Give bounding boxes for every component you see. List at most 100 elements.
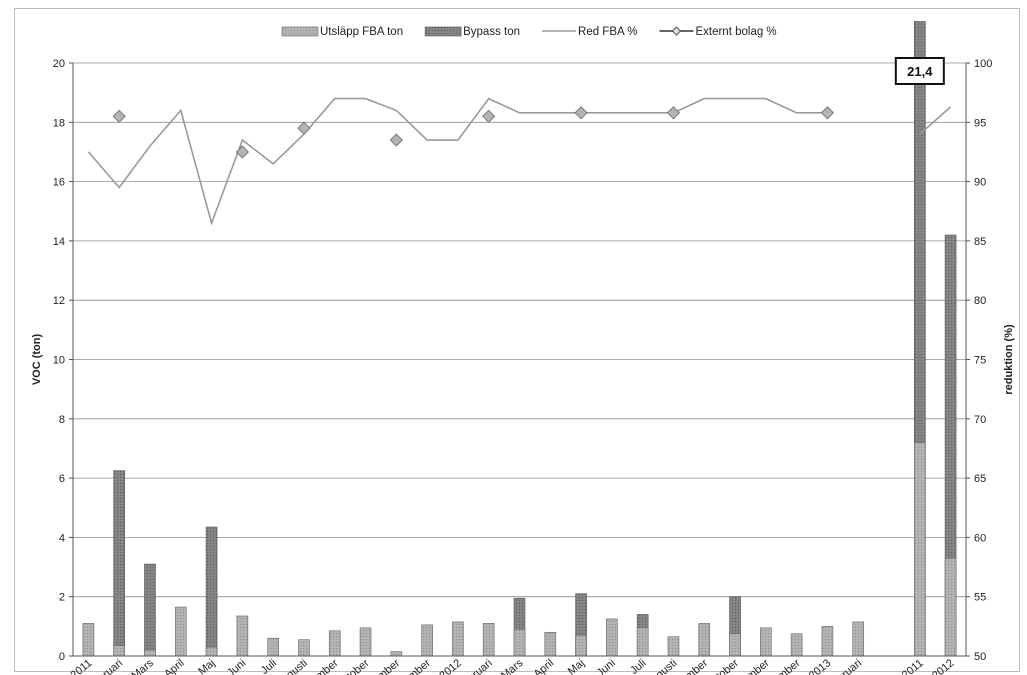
marker-externt-bolag [297, 121, 311, 135]
y2-tick-label: 95 [974, 117, 986, 129]
legend-label: Utsläpp FBA ton [320, 26, 403, 38]
series-lines [87, 97, 952, 226]
marker-externt-bolag [574, 106, 588, 120]
bar-utslapp [421, 624, 433, 657]
marker-externt-bolag [389, 133, 403, 147]
legend-swatch-dark [424, 26, 462, 37]
y2-tick-label: 60 [974, 532, 986, 544]
bar-bypass [113, 470, 125, 657]
legend-label: Externt bolag % [695, 26, 776, 38]
bar-utslapp [390, 651, 403, 657]
y2-axis-title: reduktion (%) [1003, 324, 1015, 395]
y-tick-label: 10 [53, 355, 65, 367]
bar-utslapp [328, 630, 341, 657]
bar-utslapp [267, 637, 279, 657]
bar-utslapp [452, 621, 464, 657]
x-tick-label: Juni [225, 657, 248, 675]
bar-utslapp [482, 623, 495, 657]
y2-tick-label: 55 [974, 592, 986, 604]
x-tick-label: Augusti [274, 657, 310, 675]
bar-utslapp [298, 639, 310, 657]
y-tick-label: 20 [53, 58, 65, 70]
bar-bypass [144, 563, 156, 657]
x-tick-label: Mars [129, 657, 156, 675]
bar-utslapp [821, 626, 834, 657]
legend-entry: Red FBA % [542, 26, 637, 38]
x-tick-label: Maj [196, 657, 217, 675]
bar-utslapp [575, 634, 587, 657]
y-tick-label: 6 [59, 473, 65, 485]
marker-externt-bolag [235, 145, 249, 159]
chart-frame [14, 8, 1020, 672]
bar-utslapp [174, 606, 187, 657]
x-tick-label: Augusti [644, 657, 680, 675]
legend: Utsläpp FBA ton Bypass ton Red FBA % Extern… [281, 26, 777, 38]
line-red-fba [87, 97, 828, 226]
y2-tick-label: 75 [974, 355, 986, 367]
marker-externt-bolag [112, 109, 126, 123]
y2-tick-label: 80 [974, 295, 986, 307]
x-tick-label: Mars [499, 657, 526, 675]
bar-utslapp [359, 627, 372, 657]
bar-utslapp [667, 636, 680, 657]
y-tick-label: 14 [53, 236, 65, 248]
y-tick-label: 12 [53, 295, 65, 307]
y2-tick-label: 100 [974, 58, 992, 70]
bar-utslapp [852, 621, 865, 657]
bar-utslapp [606, 618, 618, 657]
y-tick-label: 2 [59, 592, 65, 604]
bar-utslapp [790, 633, 803, 657]
marker-externt-bolag [666, 106, 681, 120]
bars [82, 21, 957, 657]
x-tick-label: 2012 [930, 657, 956, 675]
legend-entry: Utsläpp FBA ton [281, 26, 403, 38]
bar-utslapp [914, 442, 926, 657]
x-tick-label: Juni [595, 657, 618, 675]
bar-utslapp [636, 627, 649, 657]
bar-bypass [205, 526, 218, 657]
y-tick-label: 4 [59, 532, 65, 544]
series-markers [112, 106, 834, 159]
y-tick-label: 16 [53, 177, 65, 189]
callout: 21,4 [894, 57, 945, 85]
legend-marker [671, 26, 682, 36]
y2-tick-label: 50 [974, 651, 986, 663]
legend-label: Red FBA % [578, 26, 637, 38]
x-tick-label: 2011 [900, 657, 926, 675]
x-tick-label: Juli [628, 657, 648, 675]
x-tick-label: April [162, 657, 187, 675]
bar-utslapp [544, 631, 557, 657]
y2-tick-label: 90 [974, 177, 986, 189]
bar-utslapp [729, 633, 741, 657]
bar-utslapp [144, 649, 156, 657]
y2-tick-label: 85 [974, 236, 986, 248]
x-tick-label: April [532, 657, 557, 675]
y2-tick-label: 65 [974, 473, 986, 485]
bar-utslapp [205, 646, 218, 657]
y2-tick-label: 70 [974, 414, 986, 426]
y-tick-label: 18 [53, 117, 65, 129]
bar-utslapp [513, 629, 526, 657]
x-tick-label: Januari 2011 [39, 657, 95, 675]
callout-box [894, 57, 945, 85]
bar-utslapp [82, 623, 95, 657]
bar-utslapp [113, 645, 125, 657]
y-tick-label: 8 [59, 414, 65, 426]
bar-utslapp [698, 623, 711, 657]
legend-entry: Bypass ton [424, 26, 520, 38]
bar-utslapp [944, 557, 957, 657]
x-tick-label: Juli [259, 657, 279, 675]
bar-utslapp [760, 627, 772, 657]
legend-entry: Externt bolag % [659, 26, 777, 38]
bar-utslapp [236, 615, 249, 657]
callout-label: 21,4 [907, 64, 933, 79]
legend-swatch-light [281, 26, 319, 37]
marker-externt-bolag [482, 109, 496, 123]
y-axis-title: VOC (ton) [31, 334, 43, 386]
axes: 0 2 4 6 8 10 12 14 16 18 20 50 55 60 65 70 75 80 85 90 95 100… [31, 58, 1015, 675]
y-tick-label: 0 [59, 651, 65, 663]
line-red-fba [919, 106, 952, 135]
x-tick-label: Maj [566, 657, 587, 675]
marker-externt-bolag [820, 106, 834, 120]
